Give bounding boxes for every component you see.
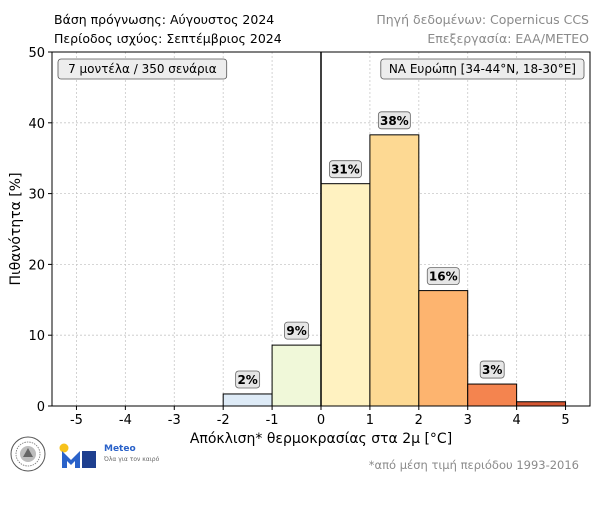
y-tick-label: 10 xyxy=(28,329,45,344)
processing-text: Επεξεργασία: EAA/METEO xyxy=(427,31,589,46)
forecast-base-text: Βάση πρόγνωσης: Αύγουστος 2024 xyxy=(54,12,275,27)
x-tick-label: -4 xyxy=(119,413,132,428)
histogram-bar xyxy=(418,290,469,407)
x-tick-label: 0 xyxy=(317,413,325,428)
region-label: ΝΑ Ευρώπη [34-44°N, 18-30°E] xyxy=(389,62,576,76)
bar-value-label: 9% xyxy=(286,324,306,338)
meteo-tagline: Όλα για τον καιρό xyxy=(104,456,160,463)
y-tick-label: 50 xyxy=(28,46,45,61)
footnote: *από μέση τιμή περιόδου 1993-2016 xyxy=(368,458,579,472)
bar-label-box xyxy=(426,267,460,285)
bar-value-label: 31% xyxy=(331,163,360,177)
models-scenarios-label-box xyxy=(57,58,228,80)
bar-value-label: 3% xyxy=(482,363,502,377)
models-scenarios-label: 7 μοντέλα / 350 σενάρια xyxy=(68,62,217,76)
bar-value-label: 2% xyxy=(237,373,257,387)
histogram-bar xyxy=(222,393,273,407)
bar-label-box xyxy=(284,321,309,340)
histogram-bar xyxy=(369,134,420,407)
y-tick-label: 40 xyxy=(28,117,45,132)
x-tick-label: 1 xyxy=(366,413,374,428)
histogram-bar xyxy=(320,183,371,407)
data-source-text: Πηγή δεδομένων: Copernicus CCS xyxy=(376,12,589,27)
header-left: Βάση πρόγνωσης: Αύγουστος 2024 Περίοδος … xyxy=(54,12,282,50)
meteo-logo-icon xyxy=(59,443,96,468)
university-seal-icon xyxy=(10,436,46,472)
y-tick-label: 20 xyxy=(28,258,45,273)
bar-value-label: 38% xyxy=(380,114,409,128)
bar-value-label: 16% xyxy=(429,270,458,284)
meteo-name: Meteo xyxy=(104,444,136,454)
x-axis-title: Απόκλιση* θερμοκρασίας στα 2μ [°C] xyxy=(190,431,452,447)
x-tick-label: 4 xyxy=(512,413,520,428)
bar-label-box xyxy=(235,370,261,389)
x-tick-label: -1 xyxy=(266,413,279,428)
x-tick-label: 2 xyxy=(415,413,423,428)
region-label-box xyxy=(380,58,585,80)
bar-label-box xyxy=(479,360,505,379)
x-tick-label: 5 xyxy=(561,413,569,428)
bar-label-box xyxy=(329,160,362,179)
y-axis-title: Πιθανότητα [%] xyxy=(8,172,24,285)
histogram-bar xyxy=(271,344,322,407)
forecast-period-text: Περίοδος ισχύος: Σεπτέμβριος 2024 xyxy=(54,31,282,46)
bar-label-box xyxy=(377,111,411,130)
y-tick-label: 0 xyxy=(37,400,45,415)
header-right: Πηγή δεδομένων: Copernicus CCS Επεξεργασ… xyxy=(376,12,589,50)
x-tick-label: -5 xyxy=(70,413,83,428)
histogram-bar xyxy=(516,401,567,407)
x-tick-label: 3 xyxy=(464,413,472,428)
x-tick-label: -2 xyxy=(217,413,230,428)
x-tick-label: -3 xyxy=(168,413,181,428)
histogram-bar xyxy=(467,383,518,407)
y-tick-label: 30 xyxy=(28,188,45,203)
